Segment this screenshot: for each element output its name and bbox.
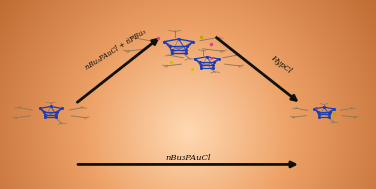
Text: nBu₃PAuCl: nBu₃PAuCl: [165, 154, 211, 162]
Text: nBu₃PAuCl + nPBu₃: nBu₃PAuCl + nPBu₃: [84, 28, 148, 72]
Text: HypCl: HypCl: [269, 54, 293, 75]
